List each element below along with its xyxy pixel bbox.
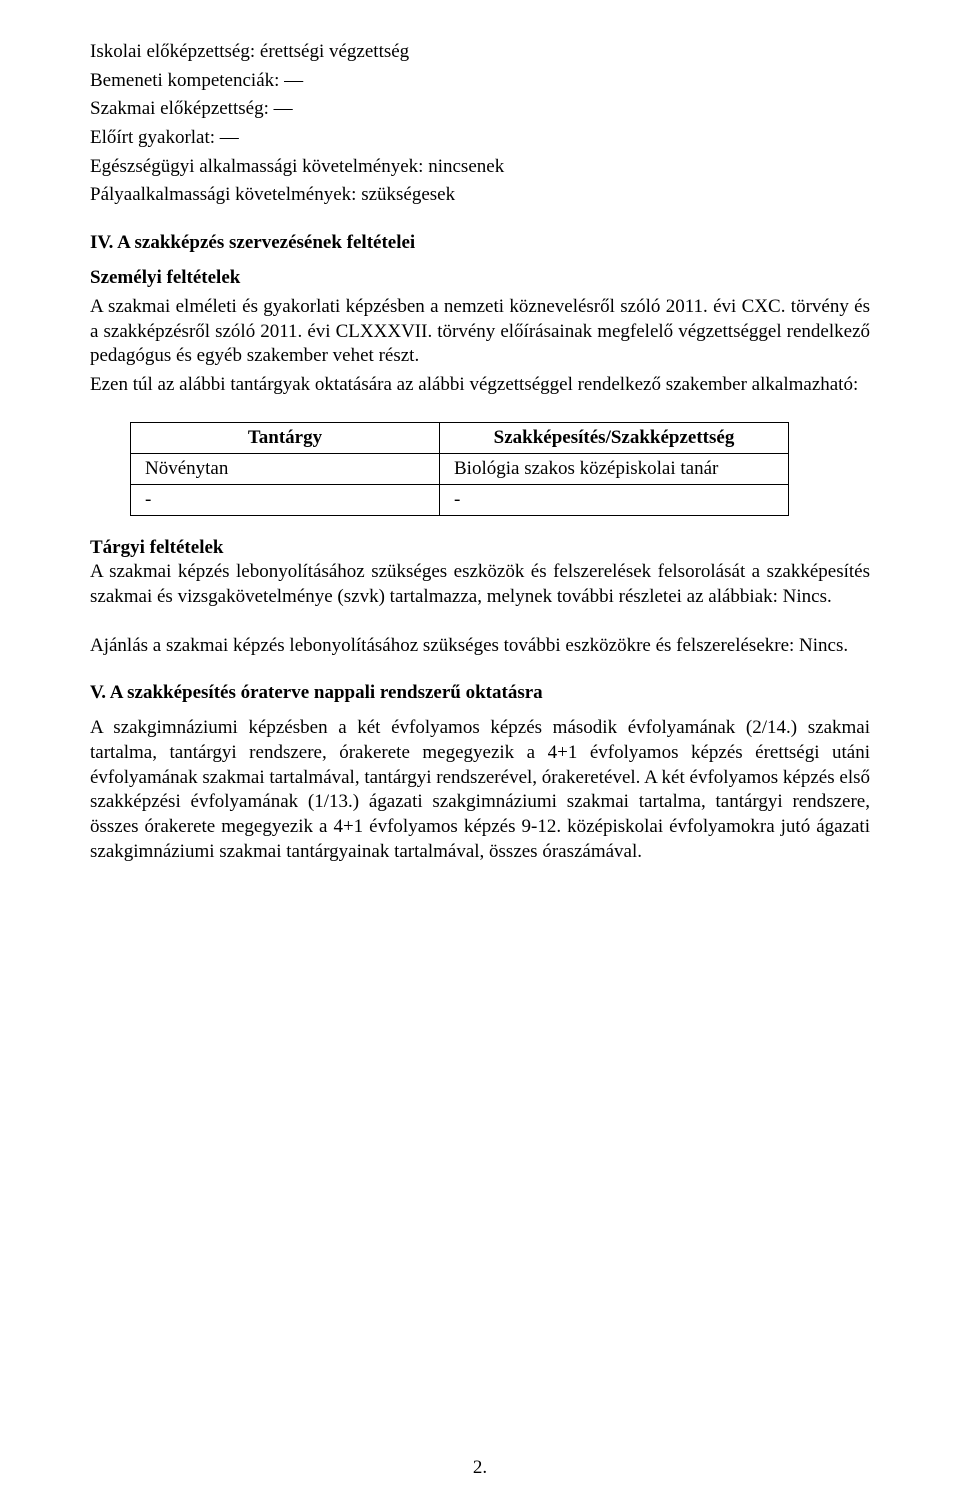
section5-p1: A szakgimnáziumi képzésben a két évfolya… (90, 716, 870, 864)
section4-p2: Ezen túl az alábbi tantárgyak oktatására… (90, 373, 870, 398)
intro-line-1: Iskolai előképzettség: érettségi végzett… (90, 40, 870, 65)
section4-sub2: Tárgyi feltételek (90, 536, 870, 561)
intro-block: Iskolai előképzettség: érettségi végzett… (90, 40, 870, 208)
intro-line-2: Bemeneti kompetenciák: — (90, 69, 870, 94)
intro-line-5-value: nincsenek (428, 156, 504, 177)
table-col2-header: Szakképesítés/Szakképzettség (440, 422, 789, 453)
intro-line-1-label: Iskolai előképzettség: (90, 41, 260, 62)
document-page: Iskolai előképzettség: érettségi végzett… (0, 0, 960, 1509)
section5-heading: V. A szakképesítés óraterve nappali rend… (90, 682, 870, 704)
section4-p1: A szakmai elméleti és gyakorlati képzésb… (90, 295, 870, 369)
table-cell-qualification: - (440, 484, 789, 515)
table-row: Növénytan Biológia szakos középiskolai t… (131, 453, 789, 484)
intro-line-6-label: Pályaalkalmassági követelmények: (90, 184, 361, 205)
subject-qualification-table: Tantárgy Szakképesítés/Szakképzettség Nö… (130, 422, 789, 516)
table-cell-qualification: Biológia szakos középiskolai tanár (440, 453, 789, 484)
section4-personal-block: Személyi feltételek A szakmai elméleti é… (90, 266, 870, 397)
section4-sub1: Személyi feltételek (90, 266, 870, 291)
section4-heading: IV. A szakképzés szervezésének feltétele… (90, 232, 870, 254)
table-cell-subject: - (131, 484, 440, 515)
intro-line-1-value: érettségi végzettség (260, 41, 409, 62)
table-row: - - (131, 484, 789, 515)
table-col1-header: Tantárgy (131, 422, 440, 453)
section4-material-block: Tárgyi feltételek A szakmai képzés lebon… (90, 536, 870, 610)
section4-p3: A szakmai képzés lebonyolításához szüksé… (90, 560, 870, 609)
table-header-row: Tantárgy Szakképesítés/Szakképzettség (131, 422, 789, 453)
table-cell-subject: Növénytan (131, 453, 440, 484)
intro-line-3: Szakmai előképzettség: — (90, 97, 870, 122)
intro-line-4: Előírt gyakorlat: — (90, 126, 870, 151)
section4-p4: Ajánlás a szakmai képzés lebonyolításáho… (90, 634, 870, 659)
intro-line-5-label: Egészségügyi alkalmassági követelmények: (90, 156, 428, 177)
intro-line-6-value: szükségesek (361, 184, 455, 205)
intro-line-5: Egészségügyi alkalmassági követelmények:… (90, 155, 870, 180)
intro-line-6: Pályaalkalmassági követelmények: szükség… (90, 183, 870, 208)
page-number: 2. (0, 1457, 960, 1479)
